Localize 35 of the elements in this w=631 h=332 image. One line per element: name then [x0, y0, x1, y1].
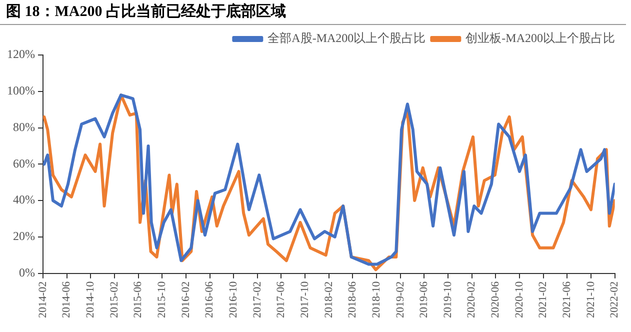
x-tick-label: 2017-10: [298, 280, 311, 318]
x-tick-label: 2017-02: [251, 281, 264, 318]
x-tick-label: 2015-10: [156, 280, 168, 318]
x-tick-label: 2014-02: [36, 281, 49, 318]
chart-title: 图 18：MA200 占比当前已经处于底部区域: [0, 0, 626, 25]
x-tick-label: 2018-10: [370, 280, 382, 318]
y-tick-label: 120%: [6, 47, 35, 62]
x-tick-label: 2021-10: [584, 280, 597, 318]
x-tick-label: 2016-02: [180, 281, 192, 318]
y-tick-label: 60%: [12, 156, 35, 170]
x-tick-label: 2017-06: [275, 280, 288, 318]
legend-label: 创业板-MA200以上个股占比: [466, 31, 616, 46]
x-tick-label: 2021-06: [561, 280, 574, 318]
y-tick-label: 20%: [12, 229, 35, 244]
legend-label: 全部A股-MA200以上个股占比: [268, 31, 426, 46]
x-tick-label: 2016-06: [204, 280, 216, 318]
x-tick-label: 2018-02: [322, 281, 335, 318]
x-tick-label: 2019-02: [394, 281, 406, 318]
x-tick-label: 2015-06: [132, 280, 144, 318]
x-tick-label: 2020-02: [466, 281, 478, 318]
x-tick-label: 2016-10: [227, 280, 240, 318]
x-tick-label: 2015-02: [108, 281, 120, 318]
y-tick-label: 80%: [12, 120, 35, 134]
x-tick-label: 2021-02: [537, 281, 550, 318]
y-tick-label: 0%: [18, 265, 35, 280]
x-tick-label: 2019-10: [442, 280, 454, 318]
x-tick-label: 2020-06: [490, 280, 502, 318]
y-tick-label: 100%: [6, 84, 35, 98]
x-tick-label: 2018-06: [346, 280, 359, 318]
x-tick-label: 2014-06: [60, 280, 73, 318]
x-tick-label: 2022-02: [608, 281, 621, 318]
y-tick-label: 40%: [12, 192, 35, 207]
x-tick-label: 2020-10: [513, 280, 526, 318]
x-tick-label: 2014-10: [84, 280, 97, 318]
x-tick-label: 2019-06: [418, 280, 430, 318]
